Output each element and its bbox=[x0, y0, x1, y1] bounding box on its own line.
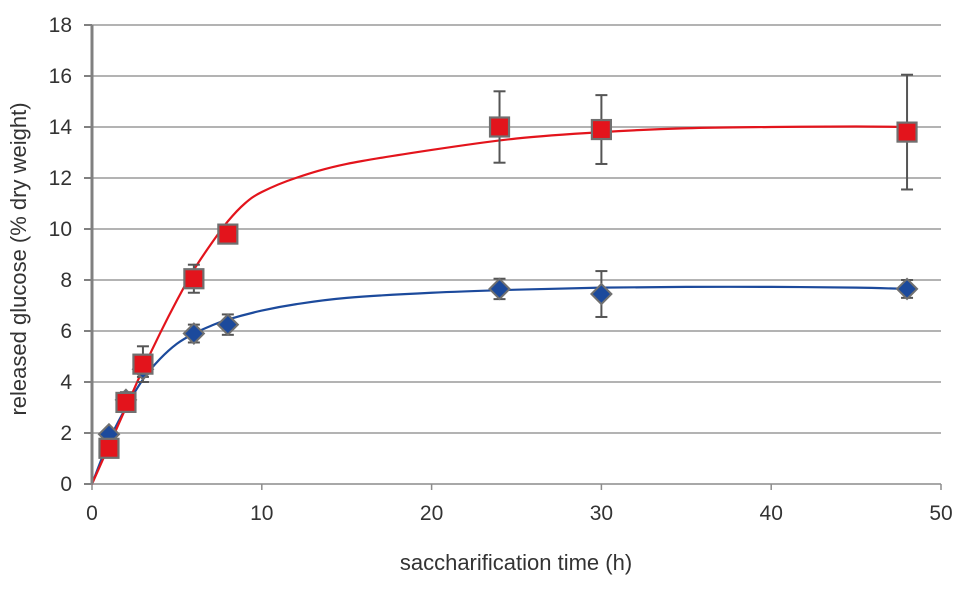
data-point-diamond bbox=[589, 282, 613, 306]
x-tick-label: 40 bbox=[760, 502, 783, 525]
data-point-square bbox=[183, 268, 205, 290]
gridlines bbox=[84, 24, 942, 490]
data-point-diamond bbox=[216, 313, 240, 337]
y-tick-label: 6 bbox=[60, 320, 72, 343]
y-tick-label: 8 bbox=[60, 269, 72, 292]
x-axis-label: saccharification time (h) bbox=[400, 550, 632, 575]
x-tick-label: 30 bbox=[590, 502, 613, 525]
x-tick-label: 0 bbox=[86, 502, 98, 525]
y-tick-label: 0 bbox=[60, 473, 72, 496]
data-point-square bbox=[488, 116, 511, 138]
x-tick-label: 10 bbox=[250, 502, 273, 525]
data-point-square bbox=[217, 223, 239, 245]
data-point-square bbox=[590, 118, 613, 141]
y-tick-label: 14 bbox=[49, 116, 73, 139]
y-tick-label: 12 bbox=[49, 167, 72, 190]
data-point-square bbox=[132, 353, 154, 375]
data-point-diamond bbox=[895, 277, 919, 301]
x-tick-label: 20 bbox=[420, 502, 443, 525]
y-tick-labels: 0 2 4 6 8 10 12 14 16 18 bbox=[49, 14, 73, 496]
fit-curves bbox=[90, 125, 908, 485]
fit-curve-square bbox=[90, 125, 908, 485]
data-point-square bbox=[896, 121, 918, 143]
fit-curve-diamond bbox=[90, 285, 908, 485]
data-markers bbox=[97, 116, 919, 459]
data-point-square bbox=[98, 437, 120, 459]
y-tick-label: 18 bbox=[49, 14, 72, 37]
y-axis-label: released glucose (% dry weight) bbox=[6, 102, 31, 415]
data-point-diamond bbox=[182, 322, 206, 345]
x-tick-label: 50 bbox=[929, 502, 952, 525]
y-tick-label: 2 bbox=[60, 422, 72, 445]
data-point-square bbox=[115, 391, 137, 413]
y-tick-label: 16 bbox=[49, 65, 72, 88]
data-point-diamond bbox=[488, 277, 511, 301]
y-tick-label: 10 bbox=[49, 218, 72, 241]
x-tick-labels: 0 10 20 30 40 50 bbox=[86, 502, 953, 525]
y-tick-label: 4 bbox=[60, 371, 72, 394]
